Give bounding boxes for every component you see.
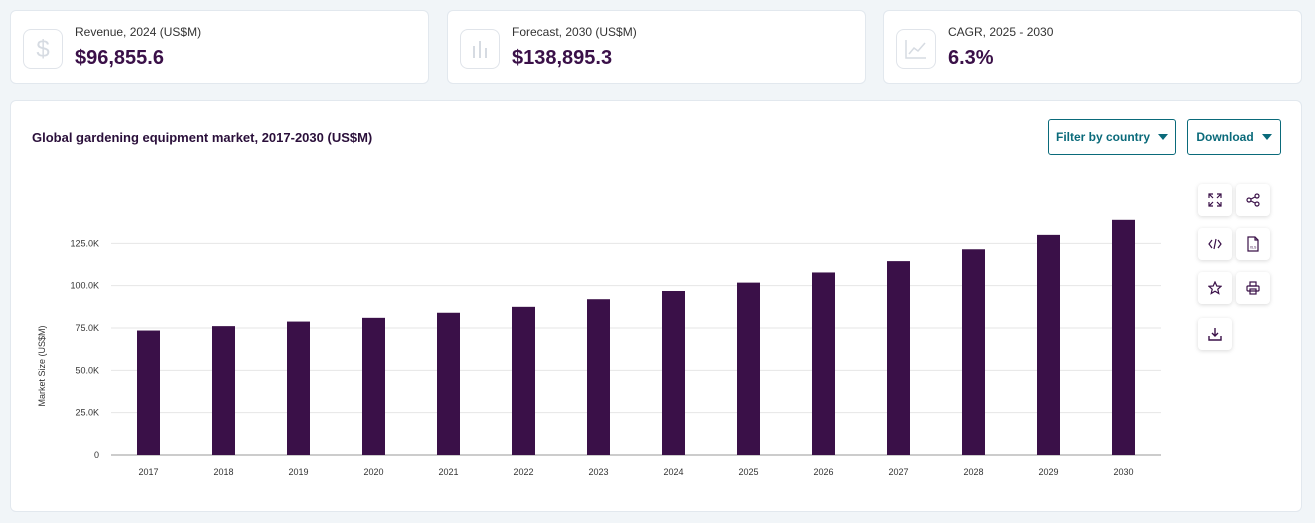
x-tick-label: 2018 (213, 467, 233, 477)
x-tick-label: 2027 (888, 467, 908, 477)
y-tick-label: 50.0K (75, 365, 99, 375)
favorite-button[interactable] (1198, 272, 1232, 304)
filter-by-country-button[interactable]: Filter by country (1048, 119, 1176, 155)
x-tick-label: 2025 (738, 467, 758, 477)
cagr-card: CAGR, 2025 - 2030 6.3% (883, 10, 1302, 84)
svg-text:XLS: XLS (1250, 246, 1257, 250)
print-button[interactable] (1236, 272, 1270, 304)
forecast-card: Forecast, 2030 (US$M) $138,895.3 (447, 10, 866, 84)
x-tick-label: 2024 (663, 467, 683, 477)
bar-2024[interactable] (662, 290, 685, 455)
bar-chart-icon (460, 29, 500, 69)
y-tick-label: 25.0K (75, 408, 99, 418)
bar-2027[interactable] (887, 261, 910, 455)
dollar-icon: $ (23, 29, 63, 69)
filter-by-country-label: Filter by country (1055, 130, 1150, 144)
revenue-label: Revenue, 2024 (US$M) (75, 25, 202, 39)
share-button[interactable] (1236, 184, 1270, 216)
x-tick-label: 2021 (438, 467, 458, 477)
trend-up-icon (896, 29, 936, 69)
y-tick-label: 100.0K (70, 281, 99, 291)
x-tick-label: 2023 (588, 467, 608, 477)
download-button[interactable]: Download (1187, 119, 1281, 155)
x-tick-label: 2017 (138, 467, 158, 477)
embed-code-button[interactable] (1198, 228, 1232, 260)
bar-2017[interactable] (137, 330, 160, 455)
print-icon (1246, 281, 1260, 295)
revenue-card: $ Revenue, 2024 (US$M) $96,855.6 (10, 10, 429, 84)
y-tick-label: 0 (94, 450, 99, 460)
star-icon (1208, 281, 1222, 295)
bar-2018[interactable] (212, 326, 235, 455)
x-tick-label: 2022 (513, 467, 533, 477)
y-tick-label: 125.0K (70, 238, 99, 248)
download-image-button[interactable] (1198, 318, 1232, 350)
bar-2023[interactable] (587, 299, 610, 455)
caret-down-icon (1158, 134, 1168, 140)
bar-2022[interactable] (512, 306, 535, 455)
bar-2026[interactable] (812, 272, 835, 455)
bar-chart: Market Size (US$M) 0 25.0K 50.0K 75.0K 100.0… (37, 219, 1161, 477)
y-axis-label: Market Size (US$M) (37, 325, 47, 406)
xls-file-icon: XLS (1247, 236, 1259, 252)
cagr-value: 6.3% (948, 47, 994, 69)
x-tick-label: 2026 (813, 467, 833, 477)
download-label: Download (1196, 130, 1254, 144)
chart-card: Global gardening equipment market, 2017-… (10, 100, 1302, 512)
expand-icon (1208, 193, 1222, 207)
y-tick-label: 75.0K (75, 323, 99, 333)
x-tick-label: 2028 (963, 467, 983, 477)
embed-code-icon (1208, 238, 1222, 250)
caret-down-icon (1261, 134, 1272, 140)
cagr-label: CAGR, 2025 - 2030 (948, 25, 1054, 39)
bar-2021[interactable] (437, 312, 460, 455)
bar-2028[interactable] (962, 249, 985, 455)
chart-title: Global gardening equipment market, 2017-… (32, 130, 373, 145)
svg-text:$: $ (36, 36, 49, 62)
bar-2019[interactable] (287, 321, 310, 455)
bar-2025[interactable] (737, 282, 760, 455)
bar-2020[interactable] (362, 317, 385, 455)
x-tick-label: 2020 (363, 467, 383, 477)
forecast-label: Forecast, 2030 (US$M) (512, 25, 637, 39)
x-tick-label: 2029 (1038, 467, 1058, 477)
share-icon (1246, 193, 1260, 207)
x-tick-label: 2030 (1113, 467, 1133, 477)
bar-2029[interactable] (1037, 234, 1060, 455)
forecast-value: $138,895.3 (512, 47, 613, 69)
download-icon (1208, 328, 1222, 341)
x-tick-label: 2019 (288, 467, 308, 477)
xls-export-button[interactable]: XLS (1236, 228, 1270, 260)
revenue-value: $96,855.6 (75, 47, 164, 69)
expand-button[interactable] (1198, 184, 1232, 216)
bar-2030[interactable] (1112, 219, 1135, 455)
